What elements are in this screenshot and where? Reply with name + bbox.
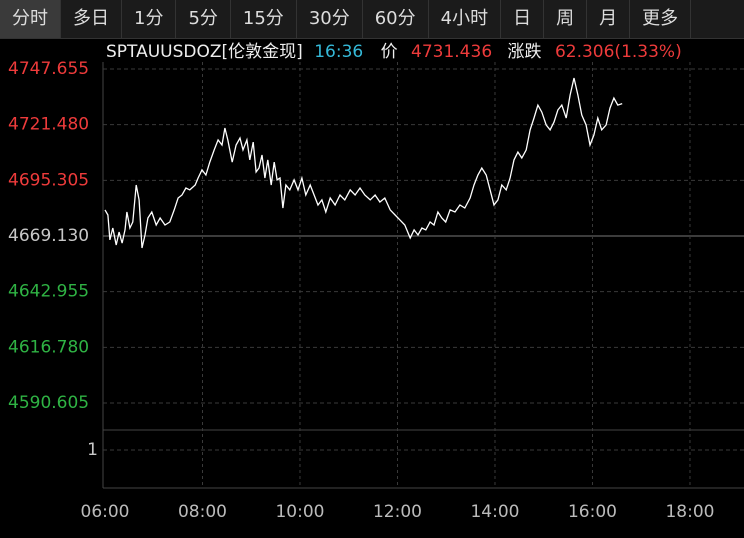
tab[interactable]: 5分: [176, 0, 231, 38]
x-tick-label: 18:00: [665, 502, 714, 522]
x-tick-label: 16:00: [568, 502, 617, 522]
price-label: 价: [381, 42, 398, 62]
change: 62.306(1.33%): [555, 42, 682, 62]
y-tick-label: 4642.955: [8, 282, 89, 302]
symbol: SPTAUUSDOZ[伦敦金现]: [106, 42, 303, 62]
tab[interactable]: 更多: [630, 0, 692, 38]
tab[interactable]: 分时: [0, 0, 61, 38]
y-tick-label: 4669.130: [8, 226, 89, 246]
tab[interactable]: 30分: [297, 0, 363, 38]
y-tick-label: 4616.780: [8, 337, 89, 357]
tab[interactable]: 15分: [231, 0, 297, 38]
tab[interactable]: 日: [501, 0, 545, 38]
y-tick-label: 4695.305: [8, 170, 89, 190]
tab[interactable]: 周: [544, 0, 588, 38]
x-tick-label: 14:00: [470, 502, 519, 522]
quote-line: SPTAUUSDOZ[伦敦金现] 16:36 价 4731.436 涨跌 62.…: [106, 42, 682, 62]
price-line: [104, 77, 623, 249]
x-tick-label: 06:00: [81, 502, 130, 522]
change-label: 涨跌: [508, 42, 542, 62]
x-tick-label: 08:00: [178, 502, 227, 522]
y-tick-label: 4747.655: [8, 59, 89, 79]
x-tick-label: 12:00: [373, 502, 422, 522]
tab[interactable]: 月: [587, 0, 631, 38]
tab-bar: 分时 多日 1分 5分 15分 30分 60分 4小时日周月更多: [0, 0, 744, 39]
y-tick-label: 4590.605: [8, 393, 89, 413]
time: 16:36: [314, 42, 363, 62]
tab[interactable]: 多日: [61, 0, 122, 38]
tab[interactable]: 60分: [363, 0, 429, 38]
y-tick-label: 4721.480: [8, 115, 89, 135]
y-tick-label: 1: [87, 440, 98, 460]
tab[interactable]: 1分: [122, 0, 177, 38]
tab[interactable]: 4小时: [429, 0, 502, 38]
x-tick-label: 10:00: [275, 502, 324, 522]
price: 4731.436: [411, 42, 492, 62]
